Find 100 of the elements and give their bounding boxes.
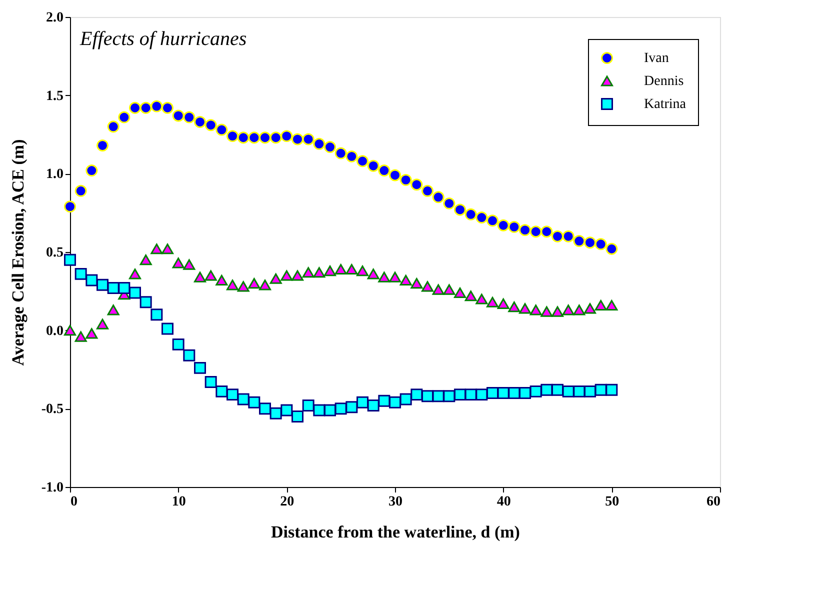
point — [530, 304, 542, 316]
point — [508, 387, 520, 399]
point — [86, 274, 98, 286]
point — [292, 270, 304, 281]
point — [410, 278, 423, 289]
point — [237, 281, 250, 292]
x-tick-label: 30 — [388, 494, 402, 510]
point — [334, 264, 347, 275]
point — [400, 274, 412, 286]
point — [194, 362, 206, 374]
point — [259, 132, 271, 144]
point — [248, 132, 260, 144]
legend-label: Ivan — [644, 51, 669, 66]
point — [150, 244, 163, 254]
point — [96, 318, 108, 330]
point — [519, 303, 531, 314]
point — [378, 394, 390, 407]
point — [584, 236, 596, 249]
point — [259, 402, 271, 415]
point — [540, 384, 553, 396]
point — [324, 141, 336, 154]
point — [118, 282, 130, 294]
point — [573, 304, 586, 316]
y-tick-label: 0.5 — [46, 246, 64, 260]
point — [216, 274, 228, 286]
point — [584, 303, 596, 314]
point — [259, 280, 271, 290]
point — [162, 102, 174, 114]
point — [216, 385, 228, 398]
point — [443, 284, 456, 295]
point — [508, 220, 520, 233]
point — [540, 306, 553, 317]
point — [248, 396, 260, 408]
point — [140, 254, 152, 266]
y-tick-label: -0.5 — [41, 402, 64, 418]
point — [74, 331, 87, 342]
point — [476, 294, 488, 304]
point — [422, 184, 434, 197]
point — [552, 384, 564, 396]
point — [367, 268, 380, 280]
point — [172, 110, 184, 122]
point — [356, 396, 368, 408]
point — [606, 300, 618, 311]
point — [443, 197, 456, 210]
point — [454, 388, 466, 401]
point — [313, 138, 326, 150]
point — [140, 102, 152, 114]
point — [356, 266, 368, 276]
point — [64, 325, 76, 336]
point — [594, 238, 607, 250]
point — [454, 204, 466, 216]
point — [367, 160, 380, 172]
point — [606, 242, 618, 255]
point — [313, 267, 326, 278]
point — [562, 304, 574, 316]
point — [454, 287, 466, 298]
point — [606, 384, 618, 396]
point — [389, 396, 401, 408]
point — [204, 270, 217, 281]
point — [324, 404, 336, 416]
point — [107, 304, 120, 316]
point — [594, 300, 607, 311]
point — [183, 111, 196, 124]
point — [410, 178, 423, 191]
point — [302, 133, 314, 146]
point — [422, 281, 434, 292]
point — [172, 258, 184, 268]
point — [226, 388, 238, 401]
point — [204, 376, 217, 388]
point — [530, 226, 542, 238]
point — [194, 272, 206, 282]
point — [486, 387, 498, 399]
point — [410, 388, 423, 401]
point — [464, 290, 477, 302]
point — [74, 268, 87, 280]
point — [443, 390, 456, 402]
point — [356, 155, 368, 168]
point — [367, 400, 380, 412]
point — [162, 322, 174, 335]
point — [162, 244, 174, 254]
point — [280, 130, 293, 142]
point — [183, 349, 196, 362]
point — [64, 200, 76, 213]
point — [584, 385, 596, 398]
point — [313, 404, 326, 416]
point — [464, 208, 477, 220]
legend-label: Dennis — [644, 74, 684, 89]
point — [530, 385, 542, 398]
point — [270, 132, 282, 144]
point — [486, 214, 498, 227]
point — [573, 235, 586, 248]
point — [237, 132, 250, 144]
point — [552, 306, 564, 317]
point — [400, 393, 412, 406]
point — [118, 111, 130, 124]
point — [486, 296, 498, 308]
point — [183, 259, 196, 270]
point — [280, 270, 293, 281]
point — [476, 212, 488, 224]
x-tick-label: 20 — [280, 494, 294, 510]
